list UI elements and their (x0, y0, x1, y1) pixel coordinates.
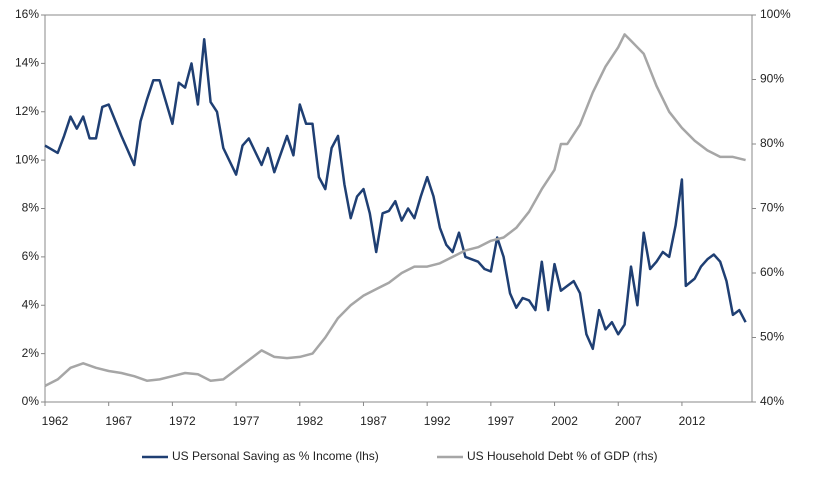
y-tick-label: 14% (15, 56, 39, 70)
x-tick-label: 1962 (42, 414, 69, 428)
y-tick-label: 12% (15, 104, 39, 118)
y2-tick-label: 50% (760, 330, 784, 344)
x-tick-label: 1972 (169, 414, 196, 428)
y-tick-label: 0% (22, 394, 40, 408)
x-tick-label: 2012 (679, 414, 706, 428)
x-tick-label: 1967 (105, 414, 132, 428)
x-tick-label: 1997 (488, 414, 515, 428)
x-tick-label: 1992 (424, 414, 451, 428)
y2-tick-label: 80% (760, 136, 784, 150)
series-line (44, 37, 747, 351)
y-tick-label: 8% (22, 201, 40, 215)
x-tick-label: 1982 (296, 414, 323, 428)
x-tick-label: 2002 (551, 414, 578, 428)
x-tick-label: 1987 (360, 414, 387, 428)
y2-tick-label: 70% (760, 201, 784, 215)
y-tick-label: 4% (22, 297, 40, 311)
y-tick-label: 10% (15, 152, 39, 166)
y2-tick-label: 40% (760, 394, 784, 408)
y2-tick-label: 100% (760, 7, 791, 21)
y2-tick-label: 60% (760, 265, 784, 279)
x-tick-label: 1977 (233, 414, 260, 428)
x-tick-label: 2007 (615, 414, 642, 428)
series-line (44, 33, 746, 388)
y-tick-label: 6% (22, 249, 40, 263)
y2-tick-label: 90% (760, 72, 784, 86)
legend-label: US Household Debt % of GDP (rhs) (467, 449, 658, 463)
legend-label: US Personal Saving as % Income (lhs) (172, 449, 379, 463)
y-tick-label: 2% (22, 346, 40, 360)
y-tick-label: 16% (15, 7, 39, 21)
